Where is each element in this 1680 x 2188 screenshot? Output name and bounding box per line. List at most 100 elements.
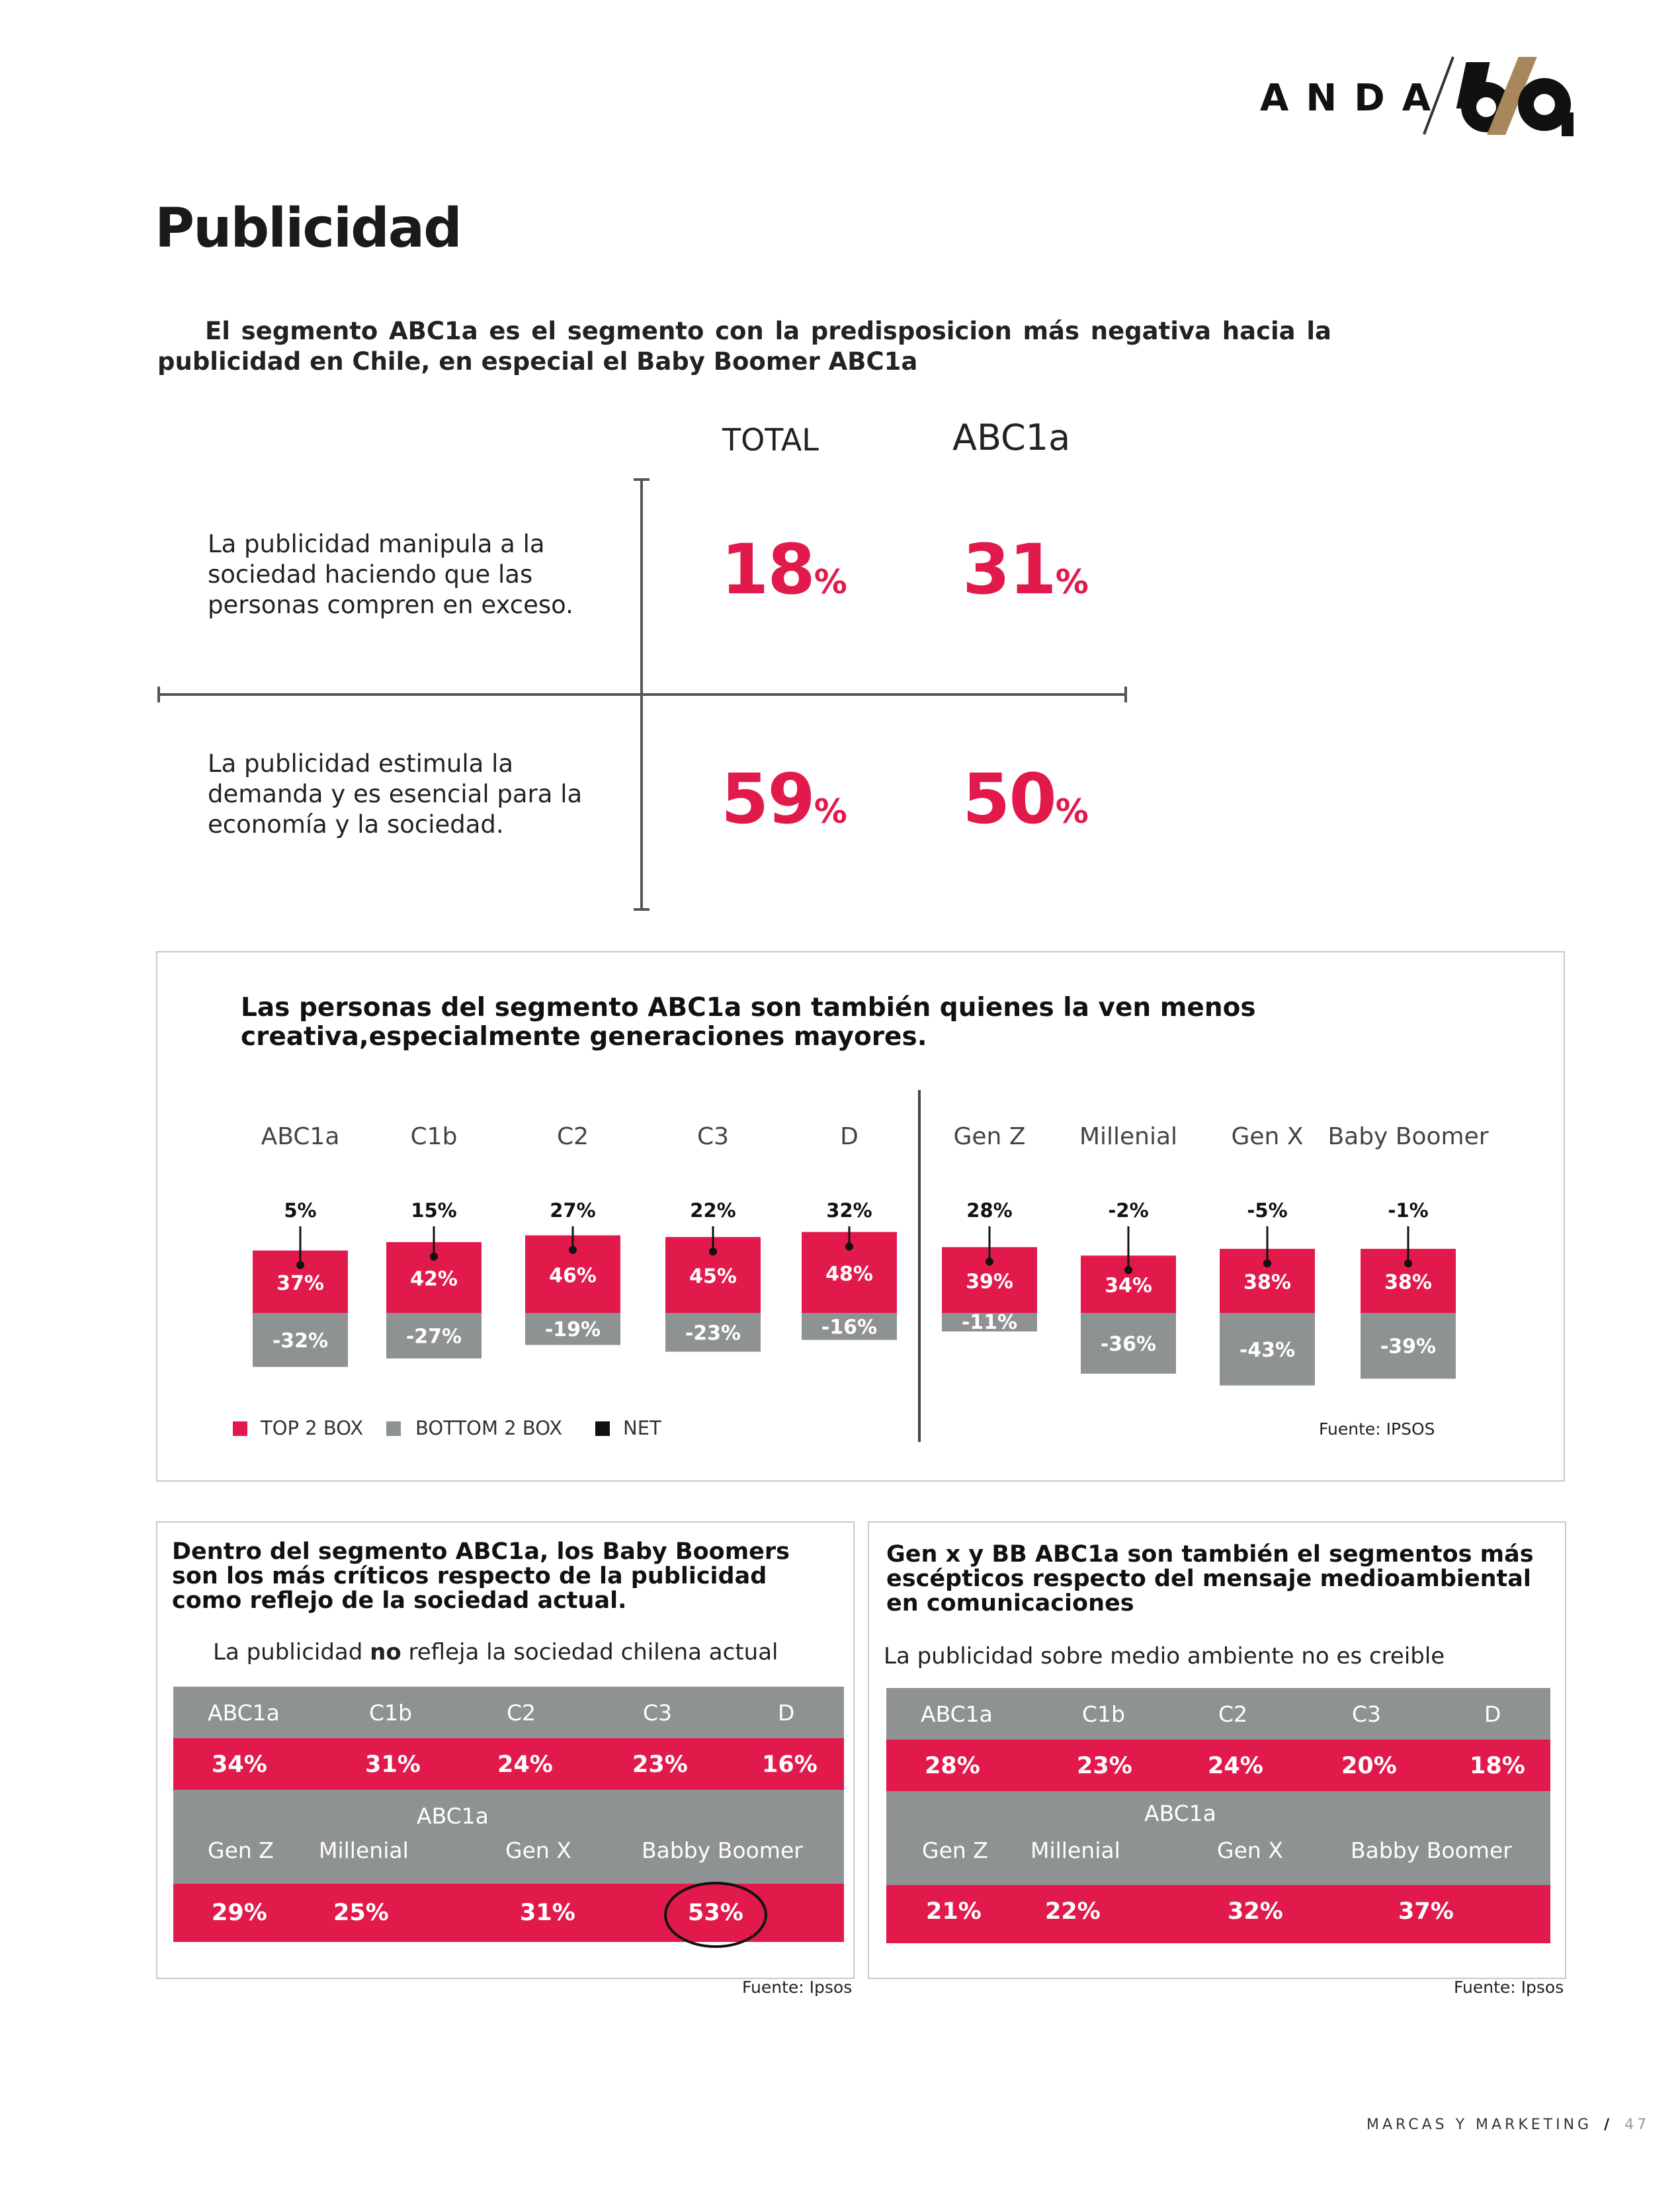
net-value-label: -1% (1388, 1199, 1428, 1222)
card-left-source: Fuente: Ipsos (742, 1978, 853, 1997)
card-right-source: Fuente: Ipsos (1454, 1978, 1564, 1997)
table-value-row-generations (173, 1884, 844, 1942)
highlight-circle (664, 1882, 767, 1948)
table-value-row (173, 1738, 844, 1790)
creativity-panel-title: Las personas del segmento ABC1a son tamb… (241, 993, 1256, 1052)
table-header-row (886, 1688, 1550, 1740)
value-total-estimula: 59% (721, 759, 847, 839)
bar-bottom2box (525, 1313, 620, 1345)
gen-label: Gen Z (922, 1837, 988, 1863)
net-value-label: -2% (1108, 1199, 1148, 1222)
logo-sixty-mark (1423, 56, 1574, 136)
page-title: Publicidad (155, 197, 462, 260)
net-marker (1263, 1259, 1271, 1268)
gen-value: 29% (212, 1900, 267, 1926)
legend-label-top2box: TOP 2 BOX (261, 1417, 364, 1439)
seg-label: D (778, 1700, 795, 1726)
footer-section: MARCAS Y MARKETING (1366, 2117, 1593, 2133)
intro-text: El segmento ABC1a es el segmento con la … (157, 317, 1331, 376)
gen-value: 53% (688, 1900, 743, 1926)
table-header-row-generations (886, 1791, 1550, 1885)
seg-value: 24% (497, 1751, 553, 1778)
chart-source: Fuente: IPSOS (1319, 1419, 1435, 1439)
bar-bottom2box (1081, 1313, 1176, 1374)
seg-value: 16% (762, 1751, 818, 1778)
seg-label: ABC1a (921, 1701, 993, 1727)
gen-label: Millenial (319, 1837, 409, 1863)
seg-label: C3 (643, 1700, 673, 1726)
group-label: ABC1a (1144, 1800, 1216, 1826)
creativity-panel (156, 951, 1565, 1482)
bottom2box-value-label: -39% (1380, 1335, 1436, 1359)
gen-value: 25% (333, 1900, 389, 1926)
gen-label: Gen Z (208, 1837, 274, 1863)
card-left-subtitle: La publicidad no refleja la sociedad chi… (213, 1639, 778, 1665)
bar-bottom2box (1220, 1313, 1315, 1386)
card-left-title: Dentro del segmento ABC1a, los Baby Boom… (172, 1538, 790, 1614)
category-label: Gen X (1232, 1123, 1304, 1150)
category-label: Gen Z (954, 1123, 1026, 1150)
seg-label: C1b (369, 1700, 412, 1726)
bottom2box-value-label: -23% (685, 1322, 741, 1345)
card-left-table: ABC1a C1b C2 C3 D 34% 31% 24% 23% 16% AB… (173, 1687, 844, 1950)
category-label: C3 (697, 1123, 729, 1150)
legend-label-bottom2box: BOTTOM 2 BOX (415, 1417, 563, 1439)
gen-value: 31% (520, 1900, 575, 1926)
quadrant-axes (157, 478, 1127, 911)
net-marker (1124, 1266, 1132, 1275)
seg-value: 23% (1077, 1753, 1132, 1779)
footer-page-number: 47 (1624, 2117, 1650, 2133)
net-marker (569, 1245, 577, 1254)
category-label: Millenial (1079, 1123, 1177, 1150)
legend-swatch-top2box (233, 1421, 247, 1436)
net-marker (430, 1252, 438, 1261)
net-value-label: 15% (411, 1199, 456, 1222)
seg-label: D (1484, 1701, 1501, 1727)
net-marker (709, 1247, 717, 1256)
top2box-value-label: 46% (549, 1264, 597, 1287)
group-label: ABC1a (417, 1803, 489, 1829)
category-label: ABC1a (261, 1123, 340, 1150)
bar-bottom2box (1361, 1313, 1456, 1379)
gen-label: Gen X (1217, 1837, 1283, 1863)
net-marker (1404, 1259, 1412, 1268)
top2box-value-label: 39% (966, 1270, 1013, 1293)
top2box-value-label: 37% (276, 1272, 324, 1295)
seg-value: 24% (1208, 1753, 1263, 1779)
top2box-value-label: 38% (1243, 1271, 1291, 1294)
net-marker (296, 1261, 304, 1269)
page-footer: MARCAS Y MARKETING / 47 (1366, 2117, 1650, 2133)
gen-label: Gen X (505, 1837, 571, 1863)
category-label: C2 (557, 1123, 589, 1150)
card-right-title: Gen x y BB ABC1a son también el segmento… (886, 1541, 1534, 1617)
bottom2box-value-label: -36% (1101, 1333, 1156, 1356)
statement-estimula: La publicidad estimula la demanda y es e… (208, 749, 583, 839)
seg-label: C3 (1352, 1701, 1382, 1727)
category-label: Baby Boomer (1327, 1123, 1488, 1150)
bar-bottom2box (665, 1313, 761, 1352)
legend-swatch-net (595, 1421, 610, 1436)
gen-value: 21% (926, 1898, 982, 1925)
seg-value: 20% (1341, 1753, 1397, 1779)
top2box-value-label: 42% (410, 1267, 458, 1290)
bottom2box-value-label: -19% (545, 1318, 601, 1341)
top2box-value-label: 34% (1105, 1275, 1152, 1298)
value-total-manipula: 18% (721, 529, 847, 610)
value-abc1a-estimula: 50% (962, 759, 1089, 839)
category-label: D (840, 1123, 859, 1150)
statement-manipula: La publicidad manipula a la sociedad hac… (208, 530, 573, 619)
column-header-total: TOTAL (722, 422, 819, 458)
bar-bottom2box (253, 1313, 348, 1367)
net-value-label: 5% (284, 1199, 316, 1222)
legend-label-net: NET (623, 1417, 661, 1439)
card-right-subtitle: La publicidad sobre medio ambiente no es… (884, 1643, 1445, 1669)
gen-label: Babby Boomer (1351, 1837, 1512, 1863)
bottom2box-value-label: -11% (962, 1311, 1017, 1334)
seg-value: 23% (632, 1751, 688, 1778)
net-marker (986, 1257, 993, 1266)
bottom2box-value-label: -43% (1239, 1339, 1295, 1362)
legend-swatch-bottom2box (386, 1421, 401, 1436)
value-abc1a-manipula: 31% (962, 529, 1089, 610)
bottom2box-value-label: -16% (821, 1316, 877, 1339)
seg-value: 31% (365, 1751, 421, 1778)
